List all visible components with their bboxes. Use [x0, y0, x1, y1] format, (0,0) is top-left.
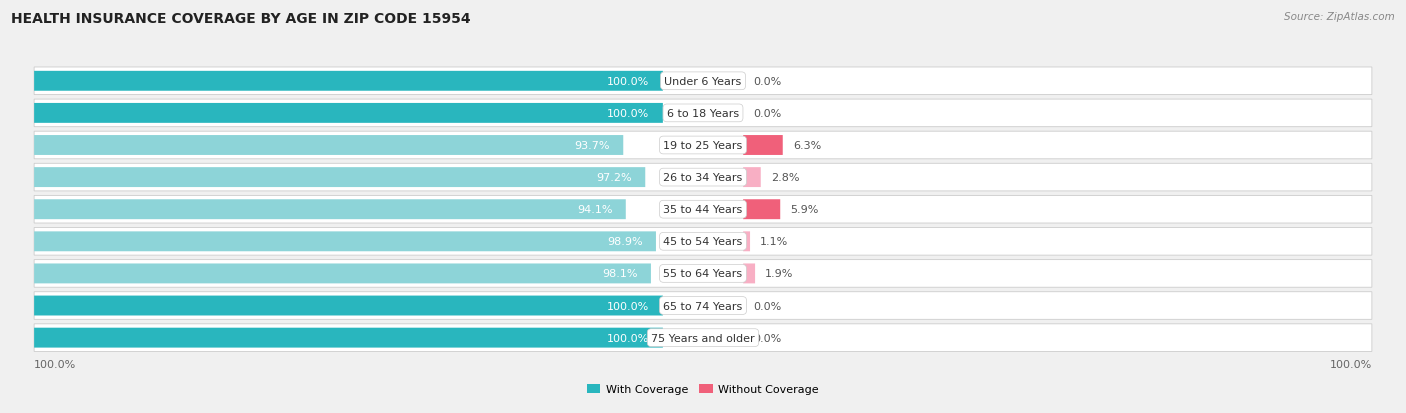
FancyBboxPatch shape: [744, 136, 783, 156]
FancyBboxPatch shape: [34, 260, 1372, 287]
Text: Source: ZipAtlas.com: Source: ZipAtlas.com: [1284, 12, 1395, 22]
Text: 98.9%: 98.9%: [607, 237, 643, 247]
FancyBboxPatch shape: [34, 136, 623, 156]
FancyBboxPatch shape: [34, 228, 1372, 256]
Text: HEALTH INSURANCE COVERAGE BY AGE IN ZIP CODE 15954: HEALTH INSURANCE COVERAGE BY AGE IN ZIP …: [11, 12, 471, 26]
FancyBboxPatch shape: [34, 168, 645, 188]
Text: 97.2%: 97.2%: [596, 173, 631, 183]
Text: 55 to 64 Years: 55 to 64 Years: [664, 269, 742, 279]
Text: 100.0%: 100.0%: [34, 360, 76, 370]
Text: 1.1%: 1.1%: [761, 237, 789, 247]
FancyBboxPatch shape: [34, 132, 1372, 159]
Text: 0.0%: 0.0%: [754, 109, 782, 119]
FancyBboxPatch shape: [34, 324, 1372, 351]
FancyBboxPatch shape: [34, 68, 1372, 95]
FancyBboxPatch shape: [744, 168, 761, 188]
Text: 100.0%: 100.0%: [1330, 360, 1372, 370]
Text: 6 to 18 Years: 6 to 18 Years: [666, 109, 740, 119]
Text: 65 to 74 Years: 65 to 74 Years: [664, 301, 742, 311]
FancyBboxPatch shape: [34, 232, 657, 252]
Text: 100.0%: 100.0%: [607, 76, 650, 87]
Text: 98.1%: 98.1%: [602, 269, 637, 279]
Text: 0.0%: 0.0%: [754, 301, 782, 311]
Text: 75 Years and older: 75 Years and older: [651, 333, 755, 343]
Text: 100.0%: 100.0%: [607, 109, 650, 119]
FancyBboxPatch shape: [34, 328, 662, 348]
Text: 0.0%: 0.0%: [754, 333, 782, 343]
Text: 2.8%: 2.8%: [770, 173, 799, 183]
FancyBboxPatch shape: [34, 264, 651, 284]
FancyBboxPatch shape: [34, 72, 662, 92]
FancyBboxPatch shape: [34, 164, 1372, 192]
Text: 35 to 44 Years: 35 to 44 Years: [664, 205, 742, 215]
Text: 19 to 25 Years: 19 to 25 Years: [664, 141, 742, 151]
Text: 1.9%: 1.9%: [765, 269, 793, 279]
FancyBboxPatch shape: [34, 292, 1372, 320]
Text: 100.0%: 100.0%: [607, 301, 650, 311]
Text: 26 to 34 Years: 26 to 34 Years: [664, 173, 742, 183]
FancyBboxPatch shape: [744, 264, 755, 284]
Legend: With Coverage, Without Coverage: With Coverage, Without Coverage: [582, 380, 824, 399]
Text: 94.1%: 94.1%: [576, 205, 613, 215]
FancyBboxPatch shape: [34, 200, 626, 220]
FancyBboxPatch shape: [744, 200, 780, 220]
FancyBboxPatch shape: [34, 104, 662, 123]
FancyBboxPatch shape: [34, 296, 662, 316]
Text: Under 6 Years: Under 6 Years: [665, 76, 741, 87]
Text: 100.0%: 100.0%: [607, 333, 650, 343]
FancyBboxPatch shape: [34, 100, 1372, 127]
Text: 45 to 54 Years: 45 to 54 Years: [664, 237, 742, 247]
Text: 0.0%: 0.0%: [754, 76, 782, 87]
Text: 5.9%: 5.9%: [790, 205, 818, 215]
FancyBboxPatch shape: [744, 232, 749, 252]
Text: 6.3%: 6.3%: [793, 141, 821, 151]
FancyBboxPatch shape: [34, 196, 1372, 223]
Text: 93.7%: 93.7%: [575, 141, 610, 151]
